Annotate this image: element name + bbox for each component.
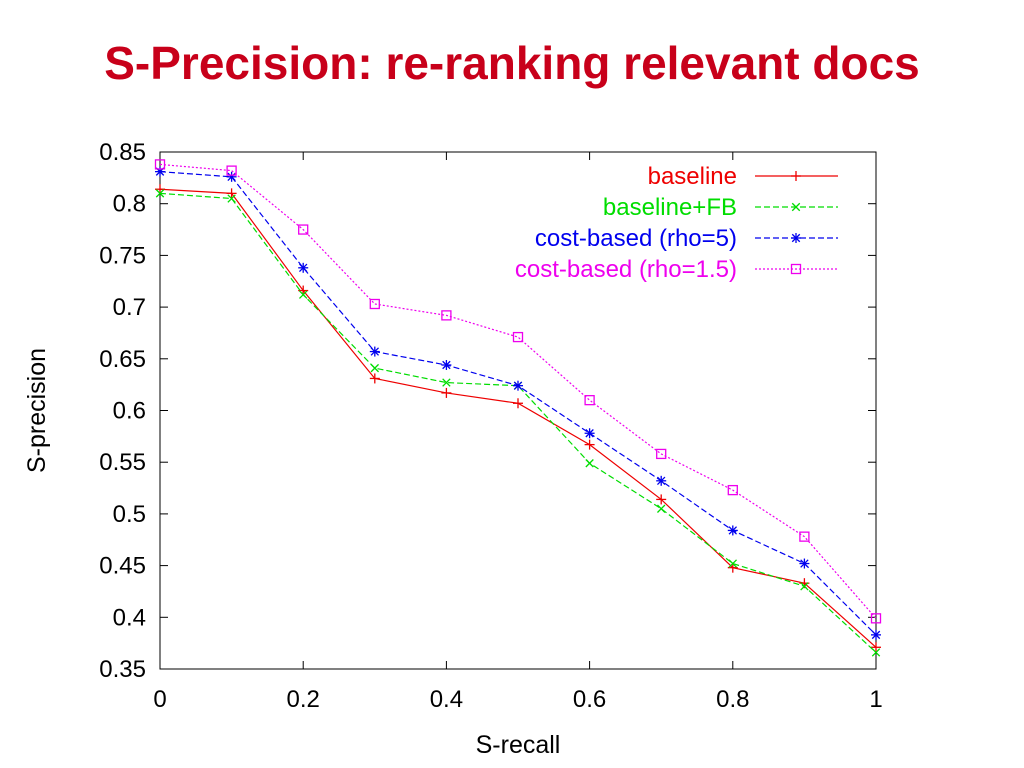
data-point — [369, 373, 380, 384]
plot-border — [159, 151, 877, 670]
series-0 — [155, 184, 881, 653]
data-point — [512, 331, 524, 343]
data-point — [799, 558, 810, 569]
x-tick-label: 0.8 — [716, 686, 749, 713]
legend-label: baseline+FB — [603, 194, 737, 221]
data-point — [871, 648, 881, 657]
y-tick-label: 0.8 — [113, 191, 146, 218]
y-tick-label: 0.5 — [113, 501, 146, 528]
y-axis-label: S-precision — [23, 348, 51, 473]
data-point — [369, 346, 380, 357]
data-point — [585, 459, 594, 468]
data-point — [584, 395, 595, 406]
y-tick-label: 0.35 — [99, 656, 146, 683]
slide-title: S-Precision: re-ranking relevant docs — [104, 37, 920, 89]
series-3 — [154, 159, 882, 624]
x-tick-label: 0.4 — [430, 686, 463, 713]
legend-marker — [790, 263, 802, 275]
legend: baseline baseline+FB cost-based (rho=5) cos… — [515, 163, 838, 283]
y-tick-label: 0.7 — [113, 294, 146, 321]
axis-ticks: 0.35 0.4 0.45 0.5 0.55 0.6 0.65 0.7 0.75 0.8 0.85 0… — [99, 139, 882, 713]
data-point — [226, 165, 237, 176]
x-tick-label: 0 — [153, 686, 166, 713]
data-point — [727, 525, 738, 536]
data-point — [799, 531, 810, 542]
y-tick-label: 0.65 — [99, 346, 146, 373]
data-point — [800, 582, 809, 591]
data-point — [584, 428, 595, 439]
data-point — [656, 475, 667, 486]
data-point — [441, 310, 452, 321]
legend-label: baseline — [648, 163, 737, 190]
x-tick-label: 0.6 — [573, 686, 606, 713]
legend-marker — [791, 171, 801, 181]
data-point — [154, 159, 166, 170]
data-point — [369, 298, 380, 310]
y-tick-label: 0.55 — [99, 449, 146, 476]
data-point — [513, 398, 523, 409]
data-point — [227, 194, 236, 203]
data-point — [871, 629, 881, 640]
y-tick-label: 0.6 — [113, 398, 146, 425]
data-point — [226, 188, 237, 199]
plot-frame — [159, 151, 877, 670]
data-point — [656, 448, 667, 460]
data-point — [155, 166, 165, 177]
legend-label: cost-based (rho=1.5) — [515, 256, 737, 283]
data-point — [298, 262, 309, 273]
y-tick-label: 0.4 — [113, 604, 146, 631]
series-2 — [155, 166, 881, 640]
x-tick-label: 0.2 — [287, 686, 320, 713]
data-point — [656, 494, 667, 505]
data-point — [298, 224, 309, 235]
data-point — [155, 189, 165, 198]
y-tick-label: 0.75 — [99, 242, 146, 269]
data-point — [370, 363, 380, 373]
data-point — [870, 613, 882, 624]
x-tick-label: 1 — [869, 686, 882, 713]
data-point — [226, 171, 237, 182]
legend-label: cost-based (rho=5) — [535, 225, 737, 252]
series-lines — [154, 159, 882, 657]
data-point — [728, 559, 738, 568]
data-point — [441, 387, 452, 398]
data-point — [871, 642, 881, 653]
data-point — [656, 504, 666, 513]
data-point — [584, 439, 595, 450]
legend-marker — [791, 202, 801, 212]
data-point — [727, 484, 738, 496]
data-point — [513, 380, 523, 391]
x-axis-label: S-recall — [476, 731, 561, 759]
y-tick-label: 0.45 — [99, 553, 146, 580]
data-point — [441, 360, 452, 371]
series-line — [159, 163, 877, 619]
y-tick-label: 0.85 — [99, 139, 146, 166]
data-point — [298, 290, 308, 299]
legend-marker — [791, 233, 801, 243]
data-point — [442, 378, 451, 387]
